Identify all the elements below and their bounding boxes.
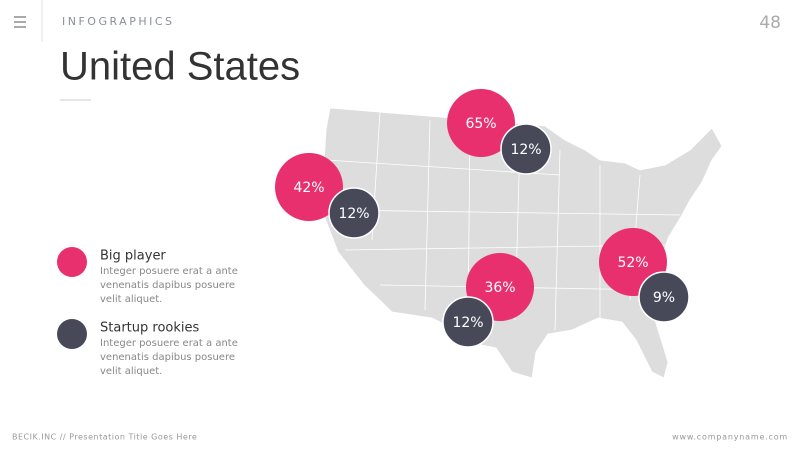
startup-value: 12% (452, 315, 483, 331)
legend-swatch (57, 247, 87, 277)
state-borders (325, 111, 681, 331)
footer-right: www.companyname.com (672, 433, 788, 442)
big-player-value: 52% (617, 255, 648, 271)
marker-group: 65% 12% (447, 89, 552, 175)
legend-item: Startup rookies Integer posuere erat a a… (57, 319, 238, 377)
footer-left: BECIK.INC // Presentation Title Goes Her… (12, 433, 197, 442)
legend-description: venenatis dapibus posuere (100, 352, 235, 363)
legend-description: Integer posuere erat a ante (100, 266, 238, 277)
marker-group: 52% 9% (599, 228, 690, 323)
startup-circle (442, 296, 494, 348)
legend-description: venenatis dapibus posuere (100, 280, 235, 291)
legend-label: Startup rookies (100, 321, 199, 336)
legend-swatch (57, 319, 87, 349)
marker-group: 42% 12% (275, 153, 380, 239)
startup-circle (638, 271, 690, 323)
title: United States (60, 45, 300, 89)
startup-circle (500, 123, 552, 175)
big-player-value: 42% (293, 180, 324, 196)
us-map (321, 107, 723, 379)
big-player-circle (275, 153, 343, 221)
legend-item: Big player Integer posuere erat a ante v… (57, 247, 238, 305)
legend-label: Big player (100, 249, 166, 264)
marker-group: 36% 12% (442, 253, 534, 348)
page-number: 48 (759, 13, 781, 33)
big-player-circle (447, 89, 515, 157)
startup-value: 12% (510, 142, 541, 158)
legend-description: velit aliquet. (100, 366, 162, 377)
startup-circle (328, 187, 380, 239)
legend-description: velit aliquet. (100, 294, 162, 305)
big-player-value: 65% (465, 116, 496, 132)
startup-value: 12% (338, 206, 369, 222)
legend-description: Integer posuere erat a ante (100, 338, 238, 349)
menu-icon[interactable] (14, 16, 26, 28)
section-label: INFOGRAPHICS (62, 15, 175, 28)
big-player-value: 36% (484, 280, 515, 296)
startup-value: 9% (653, 290, 675, 306)
